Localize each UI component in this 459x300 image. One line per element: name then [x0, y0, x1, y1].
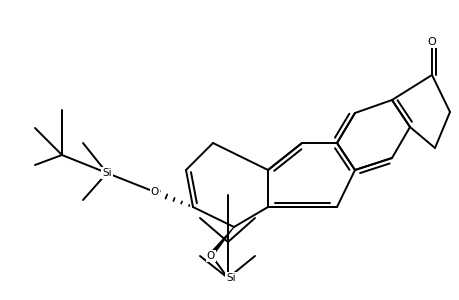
Polygon shape — [208, 227, 234, 256]
Text: Si: Si — [102, 168, 112, 178]
Text: O: O — [151, 187, 159, 197]
Text: O: O — [207, 251, 215, 261]
Text: O: O — [427, 37, 436, 47]
Text: Si: Si — [226, 273, 235, 283]
